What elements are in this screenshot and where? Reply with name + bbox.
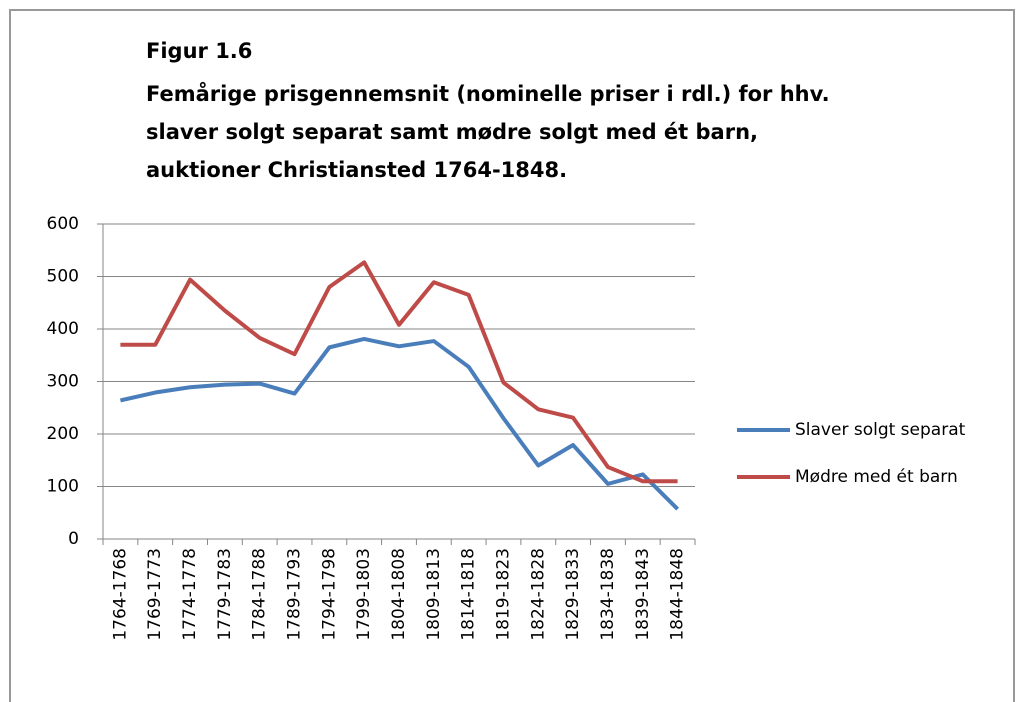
x-tick-label: 1839-1843	[633, 548, 653, 641]
x-tick-label: 1829-1833	[563, 548, 583, 641]
chart-subtitle: Femårige prisgennemsnit (nominelle prise…	[146, 81, 830, 106]
y-tick-label: 0	[68, 529, 79, 549]
x-tick-label: 1789-1793	[285, 548, 305, 641]
series-line	[119, 336, 679, 511]
frame	[9, 9, 1015, 702]
chart-subtitle: slaver solgt separat samt mødre solgt me…	[146, 120, 758, 144]
x-tick-label: 1844-1848	[668, 548, 688, 641]
x-tick-label: 1769-1773	[145, 548, 165, 641]
x-tick-label: 1804-1808	[389, 548, 409, 641]
x-tick-label: 1809-1813	[424, 548, 444, 641]
x-tick-label: 1819-1823	[493, 548, 513, 641]
series-line	[120, 260, 678, 484]
chart-title: Figur 1.6	[146, 39, 252, 63]
x-tick-label: 1764-1768	[110, 548, 130, 641]
x-tick-label: 1814-1818	[459, 548, 479, 641]
x-tick-label: 1799-1803	[354, 548, 374, 641]
x-tick-label: 1794-1798	[319, 548, 339, 641]
y-tick-label: 400	[47, 319, 79, 339]
y-tick-label: 100	[47, 477, 79, 497]
x-tick-label: 1774-1778	[180, 548, 200, 641]
x-tick-label: 1824-1828	[528, 548, 548, 641]
legend-label: Slaver solgt separat	[795, 420, 966, 440]
x-tick-label: 1784-1788	[250, 548, 270, 641]
y-tick-label: 500	[47, 267, 79, 287]
y-tick-label: 300	[47, 372, 79, 392]
x-tick-label: 1779-1783	[215, 548, 235, 641]
chart-subtitle: auktioner Christiansted 1764-1848.	[146, 158, 567, 182]
legend-label: Mødre med ét barn	[795, 467, 958, 487]
x-tick-label: 1834-1838	[598, 548, 618, 641]
y-tick-label: 600	[47, 214, 79, 234]
y-tick-label: 200	[47, 424, 79, 444]
